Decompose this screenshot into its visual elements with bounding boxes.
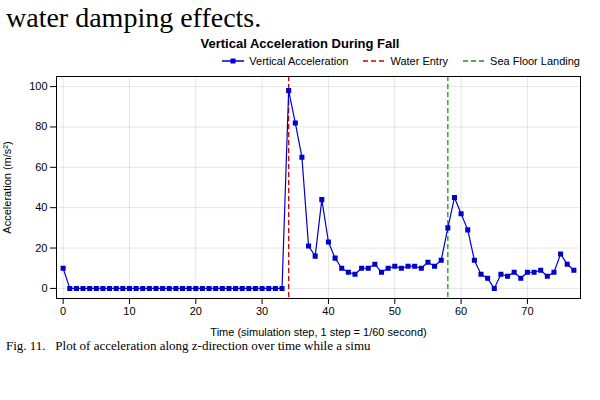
svg-text:100: 100 (29, 80, 47, 92)
html-text:Sea Floor Landing: Sea Floor Landing (490, 55, 580, 67)
html-text:Fig. 11. Plot of acceleration: Fig. 11. Plot of acceleration along z-di… (6, 338, 371, 353)
html-text:water damping effects.: water damping effects. (6, 2, 262, 33)
html-text:Vertical Acceleration During F: Vertical Acceleration During Fall (200, 36, 400, 51)
svg-text:40: 40 (322, 305, 334, 317)
svg-text:50: 50 (389, 305, 401, 317)
svg-text:0: 0 (60, 305, 66, 317)
svg-text:Acceleration (m/s²): Acceleration (m/s²) (1, 141, 13, 233)
svg-text:0: 0 (41, 282, 47, 294)
svg-text:70: 70 (521, 305, 533, 317)
svg-text:60: 60 (455, 305, 467, 317)
svg-text:20: 20 (190, 305, 202, 317)
svg-text:40: 40 (35, 201, 47, 213)
svg-text:Time (simulation step, 1 step: Time (simulation step, 1 step = 1/60 sec… (210, 326, 426, 338)
svg-text:80: 80 (35, 120, 47, 132)
html-text:Vertical Acceleration: Vertical Acceleration (249, 55, 349, 67)
html-text:Water Entry: Water Entry (390, 55, 449, 67)
svg-text:10: 10 (123, 305, 135, 317)
svg-text:60: 60 (35, 161, 47, 173)
svg-text:30: 30 (256, 305, 268, 317)
svg-text:20: 20 (35, 242, 47, 254)
